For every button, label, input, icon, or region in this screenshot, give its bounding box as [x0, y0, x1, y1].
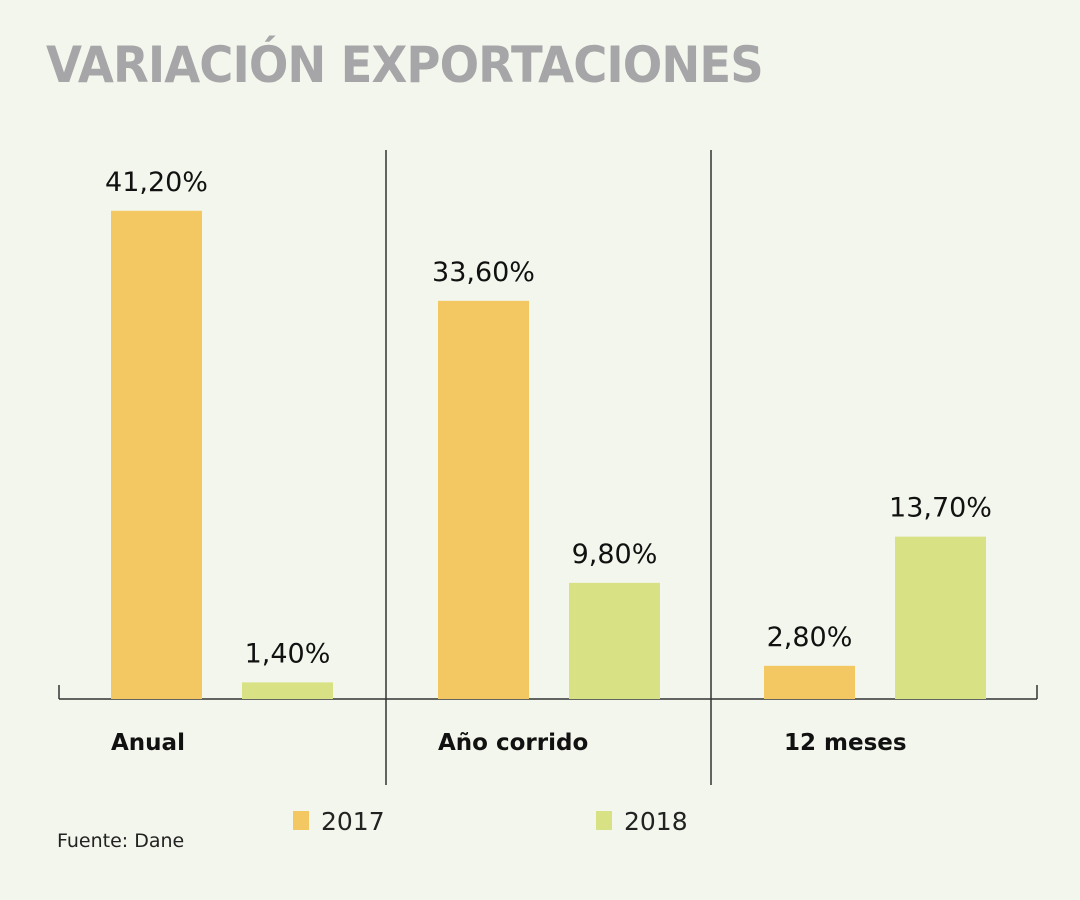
bar-2018-2 — [569, 582, 660, 699]
category-label-1: Anual — [111, 730, 185, 756]
category-label-3: 12 meses — [784, 730, 907, 756]
data-label-2017-2: 33,60% — [432, 257, 535, 288]
legend-swatch-2017 — [293, 811, 309, 830]
bar-2017-3 — [764, 665, 855, 699]
legend-label-2017: 2017 — [321, 807, 385, 836]
bar-2017-1 — [111, 210, 202, 699]
chart-title: VARIACIÓN EXPORTACIONES — [46, 36, 764, 94]
category-label-2: Año corrido — [438, 730, 588, 756]
data-label-2017-3: 2,80% — [767, 622, 853, 653]
bar-2017-2 — [438, 300, 529, 699]
legend-swatch-2018 — [596, 811, 612, 830]
data-label-2017-1: 41,20% — [105, 167, 208, 198]
legend-label-2018: 2018 — [624, 807, 688, 836]
source-note: Fuente: Dane — [57, 830, 185, 852]
bar-2018-3 — [895, 536, 986, 699]
data-label-2018-3: 13,70% — [889, 493, 992, 524]
data-label-2018-1: 1,40% — [245, 638, 331, 669]
data-label-2018-2: 9,80% — [572, 539, 658, 570]
bar-2018-1 — [242, 682, 333, 699]
